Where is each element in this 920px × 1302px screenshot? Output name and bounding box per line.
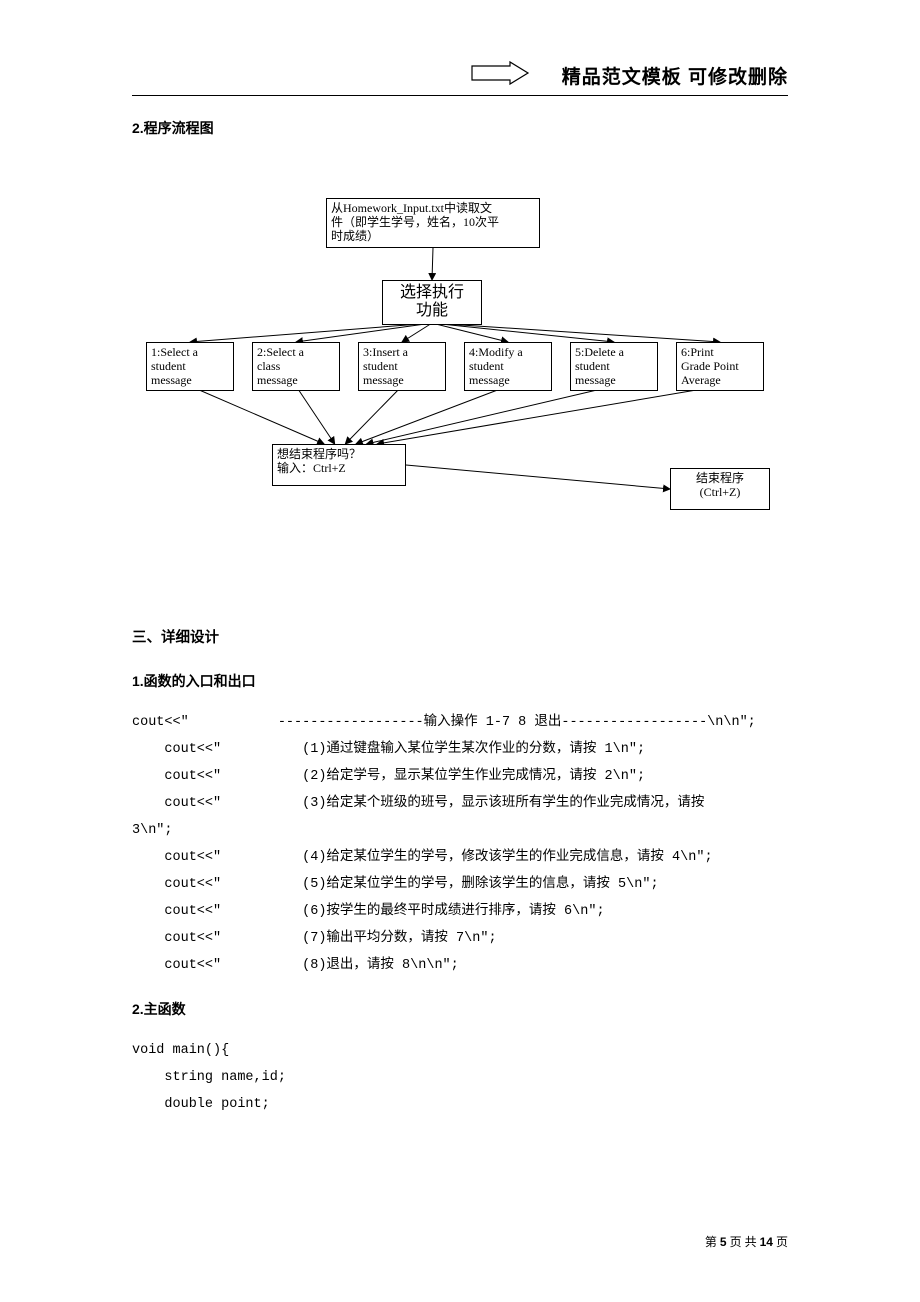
code-block-main: void main(){ string name,id; double poin…: [132, 1037, 788, 1118]
flowchart-node: 想结束程序吗？输入：Ctrl+Z: [272, 444, 406, 486]
footer-prefix: 第: [705, 1235, 720, 1249]
header-divider: [132, 95, 788, 96]
page-footer: 第 5 页 共 14 页: [705, 1233, 788, 1250]
page-header: 精品范文模板 可修改删除: [132, 60, 788, 91]
flowchart-node: 选择执行功能: [382, 280, 482, 325]
subsection-heading-io: 1.函数的入口和出口: [132, 671, 788, 691]
flowchart-node: 6:PrintGrade PointAverage: [676, 342, 764, 391]
section-heading-flowchart: 2.程序流程图: [132, 118, 788, 138]
flowchart-node: 从Homework_Input.txt中读取文件（即学生学号，姓名，10次平时成…: [326, 198, 540, 248]
footer-page-total: 14: [760, 1235, 773, 1249]
flowchart-node: 4:Modify astudentmessage: [464, 342, 552, 391]
flowchart-node: 3:Insert astudentmessage: [358, 342, 446, 391]
flowchart: 从Homework_Input.txt中读取文件（即学生学号，姓名，10次平时成…: [132, 164, 788, 596]
flowchart-node: 1:Select astudentmessage: [146, 342, 234, 391]
footer-suffix: 页: [773, 1235, 788, 1249]
flowchart-node: 5:Delete astudentmessage: [570, 342, 658, 391]
header-arrow-icon: [470, 60, 532, 91]
subsection-heading-main: 2.主函数: [132, 999, 788, 1019]
flowchart-node: 结束程序(Ctrl+Z): [670, 468, 770, 510]
flowchart-node: 2:Select aclassmessage: [252, 342, 340, 391]
header-title: 精品范文模板 可修改删除: [562, 62, 788, 89]
code-block-menu: cout<<" ------------------输入操作 1-7 8 退出-…: [132, 709, 788, 979]
footer-page-current: 5: [720, 1235, 727, 1249]
section-heading-detail: 三、详细设计: [132, 626, 788, 647]
footer-mid: 页 共: [727, 1235, 760, 1249]
